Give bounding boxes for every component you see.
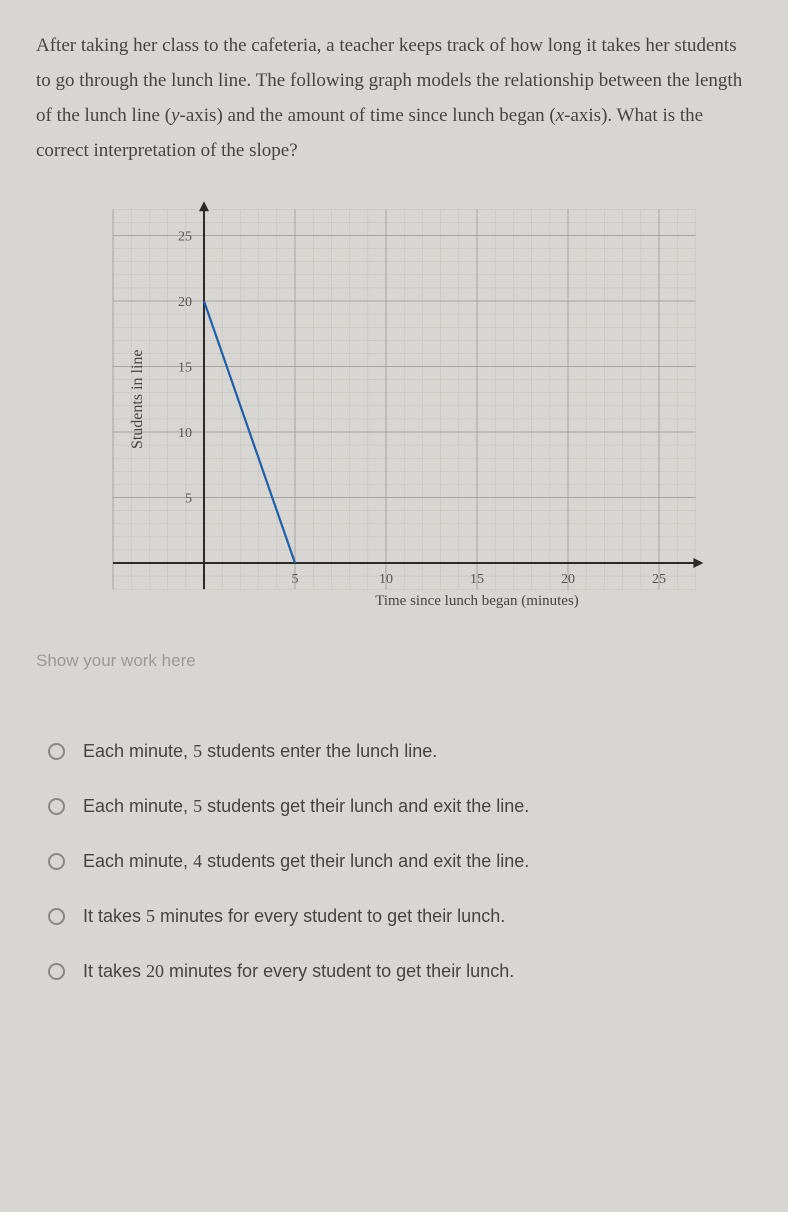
q-part-2: -axis) and the amount of time since lunc… [180,105,556,126]
svg-text:5: 5 [185,491,192,506]
radio-icon[interactable] [48,853,65,870]
question-text: After taking her class to the cafeteria,… [36,28,752,169]
option-1[interactable]: Each minute, 5 students get their lunch … [48,796,752,817]
chart-container: 5 10 15 20 25 5 10 15 20 25 Time since lunch began… [74,193,714,623]
option-2[interactable]: Each minute, 4 students get their lunch … [48,851,752,872]
svg-text:25: 25 [178,229,192,244]
svg-text:25: 25 [652,572,666,587]
svg-text:20: 20 [178,295,192,310]
svg-text:Students in line: Students in line [129,349,146,449]
svg-text:15: 15 [470,572,484,587]
radio-icon[interactable] [48,743,65,760]
svg-text:Time since lunch began (minute: Time since lunch began (minutes) [375,593,579,609]
option-3[interactable]: It takes 5 minutes for every student to … [48,906,752,927]
option-text: It takes 20 minutes for every student to… [83,961,514,982]
radio-icon[interactable] [48,798,65,815]
svg-text:10: 10 [178,426,192,441]
option-4[interactable]: It takes 20 minutes for every student to… [48,961,752,982]
option-text: Each minute, 4 students get their lunch … [83,851,529,872]
q-x: x [556,105,564,126]
option-text: Each minute, 5 students enter the lunch … [83,741,437,762]
option-text: Each minute, 5 students get their lunch … [83,796,529,817]
svg-text:15: 15 [178,360,192,375]
answer-options: Each minute, 5 students enter the lunch … [48,741,752,982]
show-work-label: Show your work here [36,651,752,671]
q-y: y [171,105,179,126]
svg-text:10: 10 [379,572,393,587]
option-text: It takes 5 minutes for every student to … [83,906,505,927]
line-chart: 5 10 15 20 25 5 10 15 20 25 Time since lunch began… [74,193,714,623]
svg-text:20: 20 [561,572,575,587]
radio-icon[interactable] [48,963,65,980]
radio-icon[interactable] [48,908,65,925]
svg-text:5: 5 [292,572,299,587]
option-0[interactable]: Each minute, 5 students enter the lunch … [48,741,752,762]
